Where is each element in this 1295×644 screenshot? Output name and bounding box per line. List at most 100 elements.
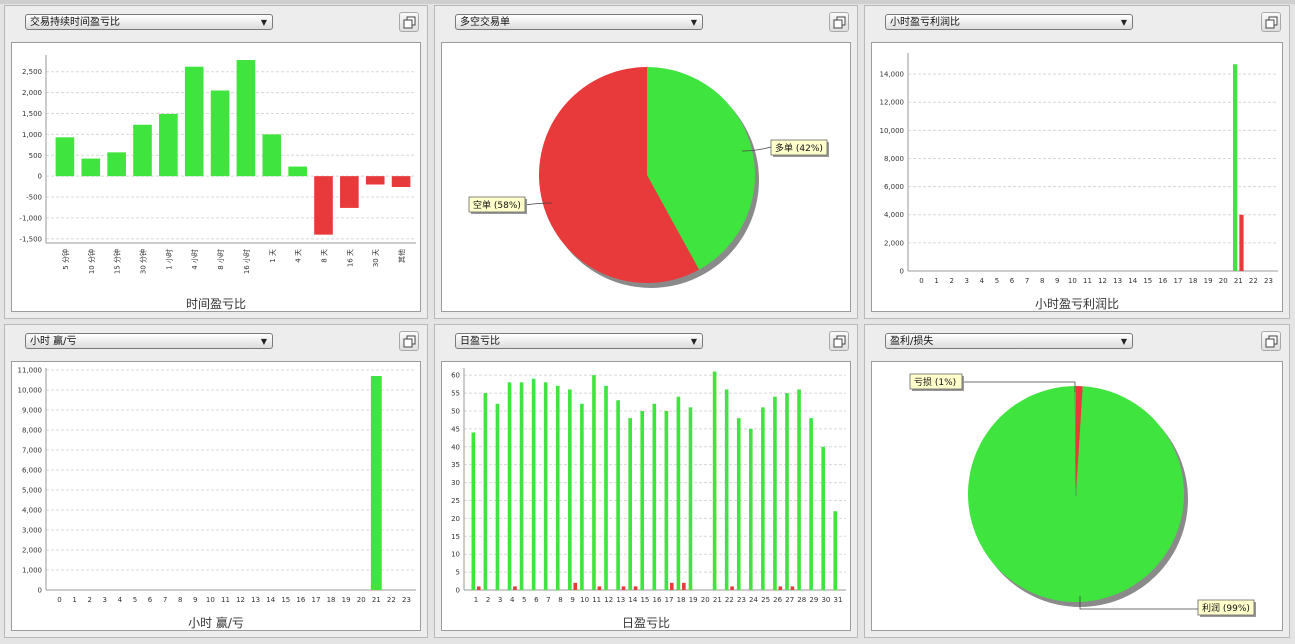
- bar-loss: [597, 586, 602, 590]
- restore-icon: [403, 335, 416, 348]
- y-tick-label: 11,000: [18, 367, 43, 375]
- x-tick-label: 0: [57, 596, 61, 604]
- bar: [133, 124, 152, 177]
- callout-box: [468, 196, 526, 213]
- y-tick-label: 10,000: [18, 387, 43, 395]
- bar-win: [664, 410, 669, 590]
- bar-win: [628, 418, 632, 590]
- x-tick-label: 7: [1025, 277, 1029, 285]
- chevron-down-icon: ▼: [690, 18, 697, 27]
- y-tick-label: 4,000: [22, 507, 42, 515]
- bar-win: [785, 393, 789, 590]
- y-tick-label: 2,000: [22, 89, 42, 97]
- x-tick-label: 2: [486, 596, 490, 604]
- x-tick-label: 15: [1143, 277, 1152, 285]
- y-tick-label: 2,500: [22, 68, 42, 76]
- x-tick-label: 13: [616, 596, 625, 604]
- x-tick-label: 其他: [397, 249, 406, 263]
- bar-win: [616, 400, 620, 590]
- y-tick-label: 1,500: [22, 110, 42, 118]
- restore-window-button[interactable]: [399, 12, 419, 32]
- y-tick-label: 14,000: [880, 71, 905, 79]
- restore-window-button[interactable]: [399, 331, 419, 351]
- x-tick-label: 12: [236, 596, 245, 604]
- x-tick-label: 24: [749, 596, 758, 604]
- chart-caption: 日盈亏比: [621, 616, 670, 630]
- chevron-down-icon: ▼: [1120, 18, 1127, 27]
- x-tick-label: 18: [677, 596, 686, 604]
- plot-area: 0 1,000 2,000 3,000 4,000 5,000 6,000 7,000 8,00…: [11, 361, 421, 631]
- x-tick-label: 17: [311, 596, 320, 604]
- x-tick-label: 29: [809, 596, 818, 604]
- x-tick-label: 5 分钟: [61, 249, 70, 270]
- restore-window-button[interactable]: [1261, 12, 1281, 32]
- y-tick-label: 9,000: [22, 407, 42, 415]
- x-tick-label: 3: [965, 277, 969, 285]
- bar-win: [773, 396, 777, 590]
- y-tick-label: 10,000: [880, 127, 905, 135]
- y-tick-label: 8,000: [22, 427, 42, 435]
- x-tick-label: 30 分钟: [139, 249, 148, 274]
- bar-loss: [669, 582, 674, 590]
- bar: [288, 166, 307, 177]
- x-tick-label: 8: [558, 596, 562, 604]
- restore-icon: [1265, 16, 1278, 29]
- chart-caption: 时间盈亏比: [185, 297, 246, 311]
- bar: [262, 134, 282, 177]
- restore-icon: [833, 16, 846, 29]
- restore-window-button[interactable]: [829, 12, 849, 32]
- x-tick-label: 23: [1264, 277, 1273, 285]
- callout-line: [524, 202, 553, 206]
- bar-win: [688, 407, 693, 590]
- chart-type-dropdown[interactable]: 盈利/损失 ▼: [885, 333, 1133, 349]
- bar-win: [676, 396, 681, 590]
- bar: [55, 137, 75, 177]
- time-pl-chart: -1,500 -1,000 -500 0 500 1,000 1,500 2,000 2,500…: [19, 55, 416, 274]
- bar: [314, 176, 333, 235]
- y-tick-label: 35: [451, 461, 460, 469]
- chart-type-dropdown[interactable]: 小时盈亏利润比 ▼: [885, 14, 1133, 30]
- y-tick-label: 0: [38, 173, 42, 181]
- bar-win: [507, 382, 512, 590]
- restore-window-button[interactable]: [1261, 331, 1281, 351]
- x-tick-label: 22: [1249, 277, 1258, 285]
- bar-win: [592, 375, 596, 590]
- x-tick-label: 9: [1055, 277, 1059, 285]
- chart-type-dropdown[interactable]: 交易持续时间盈亏比 ▼: [25, 14, 273, 30]
- bar-win: [748, 428, 753, 590]
- chart-type-dropdown[interactable]: 多空交易单 ▼: [455, 14, 703, 30]
- bar: [365, 176, 385, 185]
- x-tick-label: 6: [148, 596, 153, 604]
- x-tick-label: 20: [1219, 277, 1228, 285]
- plot-area: 0 2,000 4,000 6,000 8,000 10,000 12,000 14,000 0…: [871, 42, 1283, 312]
- x-tick-label: 16: [653, 596, 662, 604]
- bar-win: [604, 385, 608, 590]
- restore-icon: [833, 335, 846, 348]
- chart-type-dropdown[interactable]: 小时 赢/亏 ▼: [25, 333, 273, 349]
- y-tick-label: 5: [456, 569, 460, 577]
- bar-win: [724, 389, 729, 590]
- bar-win: [652, 403, 657, 590]
- x-tick-label: 22: [387, 596, 396, 604]
- callout-box: [770, 139, 828, 156]
- bar-win: [712, 371, 717, 590]
- chart-type-dropdown[interactable]: 日盈亏比 ▼: [455, 333, 703, 349]
- slice-label: 亏损 (1%): [914, 376, 956, 388]
- x-tick-label: 15 分钟: [113, 249, 122, 274]
- x-tick-label: 10: [580, 596, 589, 604]
- bar-loss: [730, 586, 734, 590]
- callout-box: [909, 373, 963, 390]
- x-tick-label: 19: [689, 596, 698, 604]
- bar-loss: [790, 586, 795, 590]
- x-tick-label: 30: [821, 596, 830, 604]
- restore-window-button[interactable]: [829, 331, 849, 351]
- x-tick-label: 1: [72, 596, 76, 604]
- y-tick-label: 45: [451, 425, 460, 433]
- bar-win: [519, 382, 524, 590]
- x-tick-label: 8: [1040, 277, 1044, 285]
- x-tick-label: 15: [640, 596, 649, 604]
- y-tick-label: 7,000: [22, 447, 42, 455]
- x-tick-label: 30 天: [372, 249, 380, 267]
- x-tick-label: 10 分钟: [87, 249, 96, 274]
